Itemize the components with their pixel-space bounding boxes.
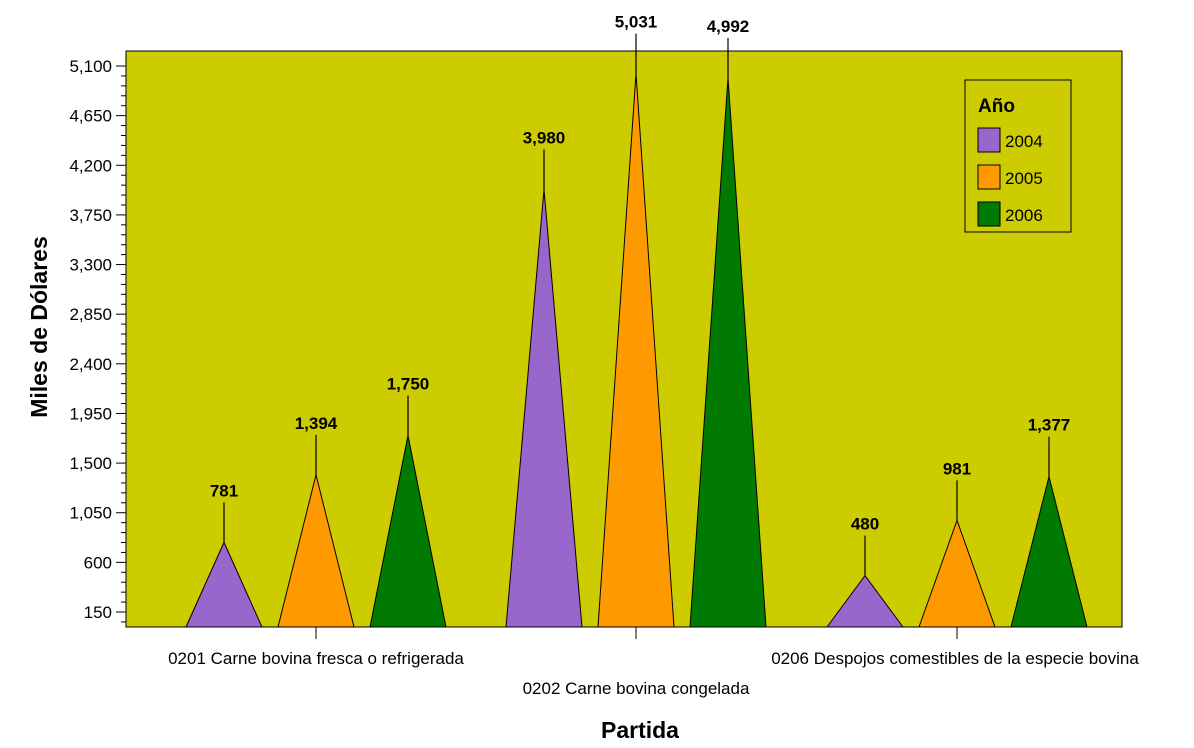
x-category-label: 0202 Carne bovina congelada <box>523 679 750 698</box>
y-tick-label: 2,400 <box>69 355 112 374</box>
data-label: 3,980 <box>523 129 566 148</box>
y-tick-label: 1,500 <box>69 454 112 473</box>
legend-swatch-2005 <box>977 164 1001 190</box>
y-tick-label: 5,100 <box>69 57 112 76</box>
x-axis-title: Partida <box>601 717 679 743</box>
y-axis: 150 600 1,050 1,500 1,950 2,400 2,850 3,300 3,75… <box>69 51 127 627</box>
legend-title: Año <box>978 96 1015 117</box>
data-label: 781 <box>210 481 238 500</box>
bar-2006-3 <box>1010 476 1088 628</box>
y-axis-title: Miles de Dólares <box>26 236 52 418</box>
y-tick-label: 1,050 <box>69 504 112 523</box>
legend-swatch-2006 <box>977 201 1001 227</box>
y-tick-label: 3,750 <box>69 206 112 225</box>
data-label: 4,992 <box>707 17 750 36</box>
x-category-label: 0201 Carne bovina fresca o refrigerada <box>168 649 464 668</box>
bar-2006-1 <box>369 435 447 628</box>
x-category-label: 0206 Despojos comestibles de la especie … <box>771 649 1139 668</box>
data-label: 5,031 <box>615 13 658 32</box>
y-tick-label: 2,850 <box>69 305 112 324</box>
legend-label-2004: 2004 <box>1005 132 1043 151</box>
chart-marks: 781 3,980 480 1,394 5,031 981 1,750 4,992 1,377 <box>185 13 1088 628</box>
y-tick-label: 4,200 <box>69 156 112 175</box>
data-label: 981 <box>943 459 971 478</box>
x-axis: 0201 Carne bovina fresca o refrigerada 02… <box>168 627 1139 698</box>
data-label: 480 <box>851 515 879 534</box>
data-label: 1,394 <box>295 414 338 433</box>
data-label: 1,377 <box>1028 416 1071 435</box>
bar-2006-2 <box>689 77 767 628</box>
y-tick-label: 3,300 <box>69 256 112 275</box>
y-tick-label: 150 <box>84 603 112 622</box>
y-tick-label: 1,950 <box>69 404 112 423</box>
legend-swatch-2004 <box>977 127 1001 153</box>
legend: Año 2004 2005 2006 <box>964 79 1072 233</box>
legend-label-2005: 2005 <box>1005 169 1043 188</box>
bar-2004-1 <box>185 541 263 628</box>
y-tick-label: 600 <box>84 553 112 572</box>
bar-2004-3 <box>826 574 904 628</box>
bar-2004-2 <box>505 189 583 628</box>
data-label: 1,750 <box>387 375 430 394</box>
legend-label-2006: 2006 <box>1005 206 1043 225</box>
y-tick-label: 4,650 <box>69 107 112 126</box>
